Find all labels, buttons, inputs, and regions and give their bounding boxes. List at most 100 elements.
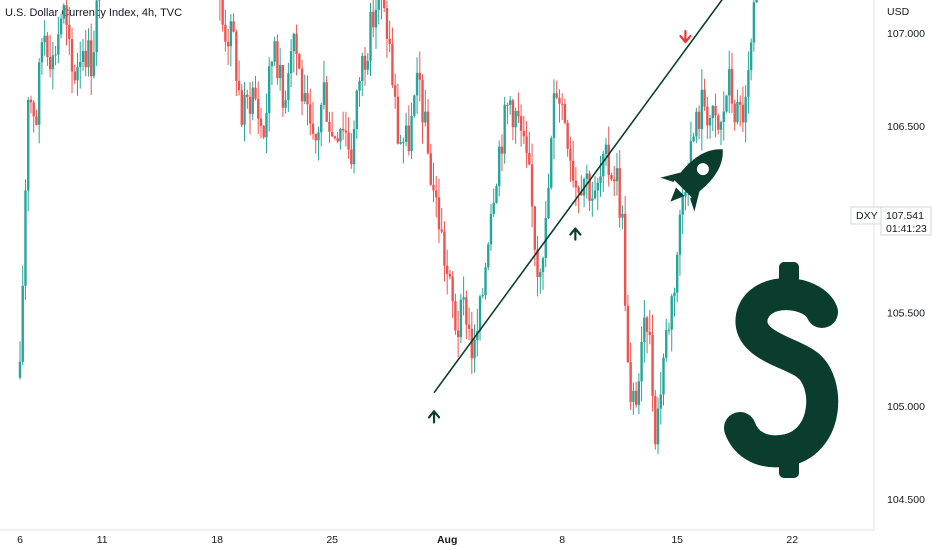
candle-body [522,130,526,137]
candle-body [54,54,57,56]
candle-body [670,296,673,330]
candle-body [303,93,306,102]
candle-body [744,96,747,123]
symbol-label: DXY [856,210,878,222]
candle-body [451,276,454,302]
candle-body [435,190,438,198]
candle-body [610,175,613,180]
candle-body [295,33,298,54]
candle-body [492,202,495,214]
candle-body [730,69,734,104]
candle-body [599,176,602,183]
candle-body [358,81,361,91]
candle-body [714,105,717,116]
candle-body [678,214,682,255]
candle-body [708,118,712,126]
x-tick-label: Aug [437,534,457,546]
candle-body [68,24,71,40]
candle-body [374,9,378,28]
candle-body [459,299,463,338]
candle-body [248,96,252,114]
price-axis[interactable]: USD 109.500109.000108.500108.000107.0001… [873,0,925,530]
candle-body [320,104,323,133]
candle-body [530,164,534,207]
candle-body [267,66,271,114]
down-arrow-marker [679,29,692,44]
candle-body [336,138,339,142]
candle-body [341,128,345,131]
candle-body [656,408,660,445]
y-tick-label: 105.500 [887,308,925,320]
x-tick-label: 22 [786,534,798,546]
candle-body [541,258,545,273]
candle-body [51,55,55,70]
candle-body [415,72,419,96]
candle-body [257,98,260,119]
candle-body [314,133,317,141]
candle-body [43,35,46,43]
candle-body [372,11,375,28]
candle-body [623,213,627,306]
candle-body [637,381,641,405]
candle-body [369,11,372,61]
candle-body [681,196,684,215]
candle-body [519,116,523,131]
candle-body [632,390,635,402]
candle-body [330,131,334,137]
candle-body [377,0,380,10]
candle-body [235,31,238,81]
candle-body [333,136,337,139]
candle-body [81,50,85,62]
candle-body [366,60,369,70]
candle-body [62,5,66,19]
candle-body [246,94,249,97]
candle-body [517,110,520,117]
candle-body [70,39,74,72]
candle-body [692,136,695,142]
candle-body [498,146,501,187]
candle-body [391,44,394,86]
candle-body [87,40,90,68]
candle-body [569,148,572,161]
candle-body [506,104,509,106]
candle-body [454,301,457,331]
candle-body [281,64,285,108]
candle-body [555,93,558,98]
candle-body [566,122,569,149]
candle-body [418,72,421,80]
candle-body [92,52,96,77]
candle-body [665,330,668,358]
candle-body [298,53,301,69]
candle-body [262,125,265,138]
candle-body [284,100,287,108]
candle-body [487,244,490,268]
candle-body [265,113,268,138]
y-tick-label: 105.000 [887,401,925,413]
candle-body [29,99,33,103]
candle-body [73,71,76,81]
candle-body [273,41,276,62]
chart-title: U.S. Dollar Currency Index, 4h, TVC [5,7,183,19]
candle-body [659,394,662,409]
y-tick-label: 106.500 [887,121,925,133]
candle-body [747,70,750,97]
candle-body [18,361,22,378]
candle-body [278,64,282,79]
candle-body [621,213,624,218]
candle-body [725,95,728,112]
candle-body [722,111,725,123]
time-axis[interactable]: 6 11 18 25 Aug 8 15 22 [0,529,874,546]
candle-body [76,67,79,81]
x-tick-label: 25 [326,534,338,546]
candle-body [654,395,657,445]
candle-body [717,115,720,130]
candle-body [363,55,367,70]
candle-body [46,35,49,57]
candle-body [448,273,452,277]
x-tick-label: 18 [211,534,223,546]
candle-body [243,94,246,125]
candle-body [309,104,312,124]
candle-body [462,297,465,300]
candle-body [525,136,528,154]
